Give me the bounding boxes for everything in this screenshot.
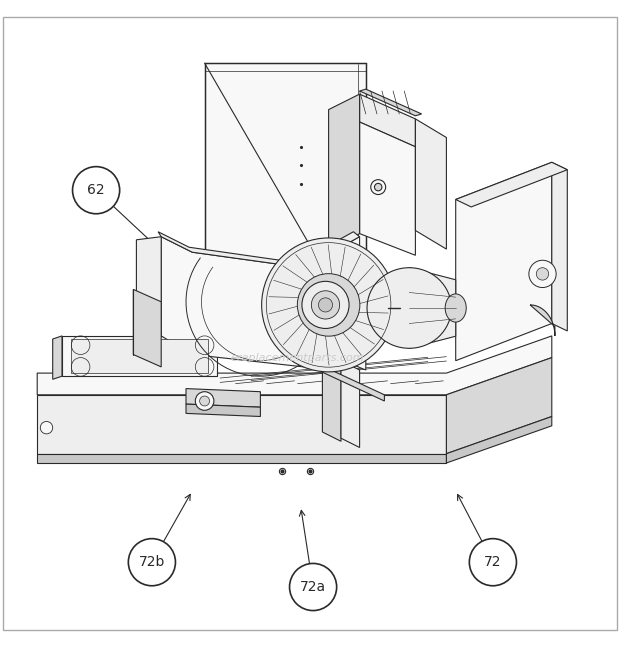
Polygon shape bbox=[205, 63, 366, 342]
Circle shape bbox=[324, 300, 334, 310]
Polygon shape bbox=[313, 339, 366, 370]
Polygon shape bbox=[62, 336, 217, 376]
Polygon shape bbox=[360, 94, 415, 147]
Polygon shape bbox=[360, 122, 415, 256]
Circle shape bbox=[311, 291, 340, 319]
Polygon shape bbox=[446, 358, 552, 454]
Text: ereplacementparts.com: ereplacementparts.com bbox=[231, 353, 365, 362]
Circle shape bbox=[374, 183, 382, 191]
Polygon shape bbox=[456, 162, 567, 207]
Polygon shape bbox=[415, 119, 446, 249]
Polygon shape bbox=[158, 232, 360, 268]
Polygon shape bbox=[409, 268, 456, 348]
Circle shape bbox=[200, 396, 210, 406]
Polygon shape bbox=[341, 360, 360, 448]
Circle shape bbox=[469, 539, 516, 586]
Text: 72b: 72b bbox=[139, 555, 165, 569]
Circle shape bbox=[298, 274, 360, 336]
Circle shape bbox=[40, 421, 53, 434]
Polygon shape bbox=[37, 454, 446, 463]
Polygon shape bbox=[456, 162, 552, 360]
Polygon shape bbox=[37, 336, 552, 395]
Polygon shape bbox=[322, 351, 341, 441]
Polygon shape bbox=[530, 305, 555, 336]
Text: 62: 62 bbox=[87, 183, 105, 197]
Circle shape bbox=[290, 564, 337, 611]
Polygon shape bbox=[446, 417, 552, 463]
Polygon shape bbox=[136, 237, 161, 336]
Ellipse shape bbox=[445, 294, 466, 322]
Circle shape bbox=[319, 298, 332, 312]
Ellipse shape bbox=[367, 268, 451, 348]
Circle shape bbox=[529, 260, 556, 287]
Circle shape bbox=[536, 268, 549, 280]
Text: 72: 72 bbox=[484, 555, 502, 569]
Circle shape bbox=[302, 281, 349, 329]
Circle shape bbox=[371, 180, 386, 195]
Polygon shape bbox=[53, 336, 62, 379]
Polygon shape bbox=[360, 89, 422, 116]
Polygon shape bbox=[133, 289, 161, 367]
Circle shape bbox=[311, 287, 346, 322]
Circle shape bbox=[195, 391, 214, 410]
Polygon shape bbox=[186, 389, 260, 407]
Circle shape bbox=[262, 238, 396, 372]
Circle shape bbox=[73, 167, 120, 214]
Circle shape bbox=[128, 539, 175, 586]
Text: 72a: 72a bbox=[300, 580, 326, 594]
Polygon shape bbox=[71, 339, 208, 373]
Polygon shape bbox=[161, 237, 360, 367]
Polygon shape bbox=[552, 162, 567, 331]
Polygon shape bbox=[37, 395, 446, 454]
Polygon shape bbox=[298, 355, 384, 401]
Polygon shape bbox=[186, 404, 260, 417]
Polygon shape bbox=[329, 94, 360, 249]
